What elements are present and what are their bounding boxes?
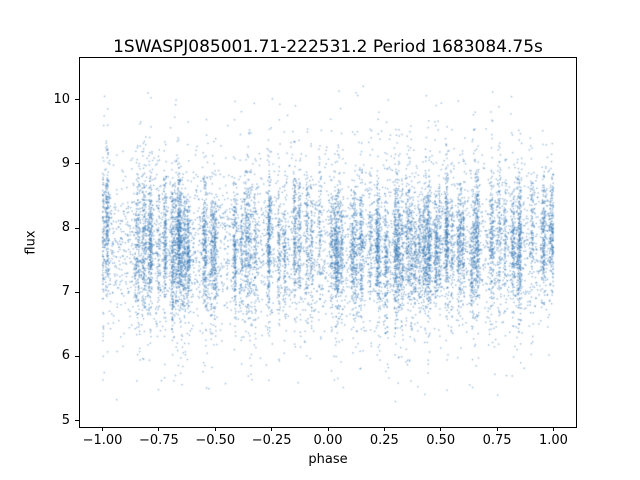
x-tick-mark bbox=[102, 427, 104, 431]
x-tick-label: 0.75 bbox=[482, 433, 512, 448]
y-tick-label: 6 bbox=[61, 348, 70, 364]
y-tick-mark bbox=[75, 291, 79, 293]
y-tick-mark bbox=[75, 163, 79, 165]
x-tick-label: 0.25 bbox=[369, 433, 399, 448]
y-tick-mark bbox=[75, 99, 79, 101]
y-tick-mark bbox=[75, 355, 79, 357]
x-axis-label: phase bbox=[308, 452, 348, 467]
x-tick-label: −0.50 bbox=[195, 433, 236, 448]
chart-title: 1SWASPJ085001.71-222531.2 Period 1683084… bbox=[113, 37, 543, 57]
y-tick-mark bbox=[75, 420, 79, 422]
x-tick-mark bbox=[158, 427, 160, 431]
x-tick-mark bbox=[383, 427, 385, 431]
y-tick-label: 9 bbox=[61, 155, 70, 171]
x-tick-label: −0.25 bbox=[251, 433, 292, 448]
scatter-points-canvas bbox=[80, 58, 576, 427]
y-tick-label: 7 bbox=[61, 284, 70, 300]
x-tick-mark bbox=[214, 427, 216, 431]
x-tick-label: −0.75 bbox=[138, 433, 179, 448]
x-tick-mark bbox=[552, 427, 554, 431]
x-tick-mark bbox=[327, 427, 329, 431]
x-tick-mark bbox=[496, 427, 498, 431]
y-tick-label: 5 bbox=[61, 412, 70, 428]
x-tick-mark bbox=[271, 427, 273, 431]
x-tick-label: −1.00 bbox=[82, 433, 123, 448]
plot-area bbox=[79, 57, 577, 428]
y-tick-label: 10 bbox=[53, 91, 70, 107]
x-tick-label: 0.00 bbox=[313, 433, 343, 448]
y-tick-mark bbox=[75, 227, 79, 229]
x-tick-label: 1.00 bbox=[538, 433, 568, 448]
y-tick-label: 8 bbox=[61, 220, 70, 236]
x-tick-mark bbox=[440, 427, 442, 431]
x-tick-label: 0.50 bbox=[426, 433, 456, 448]
